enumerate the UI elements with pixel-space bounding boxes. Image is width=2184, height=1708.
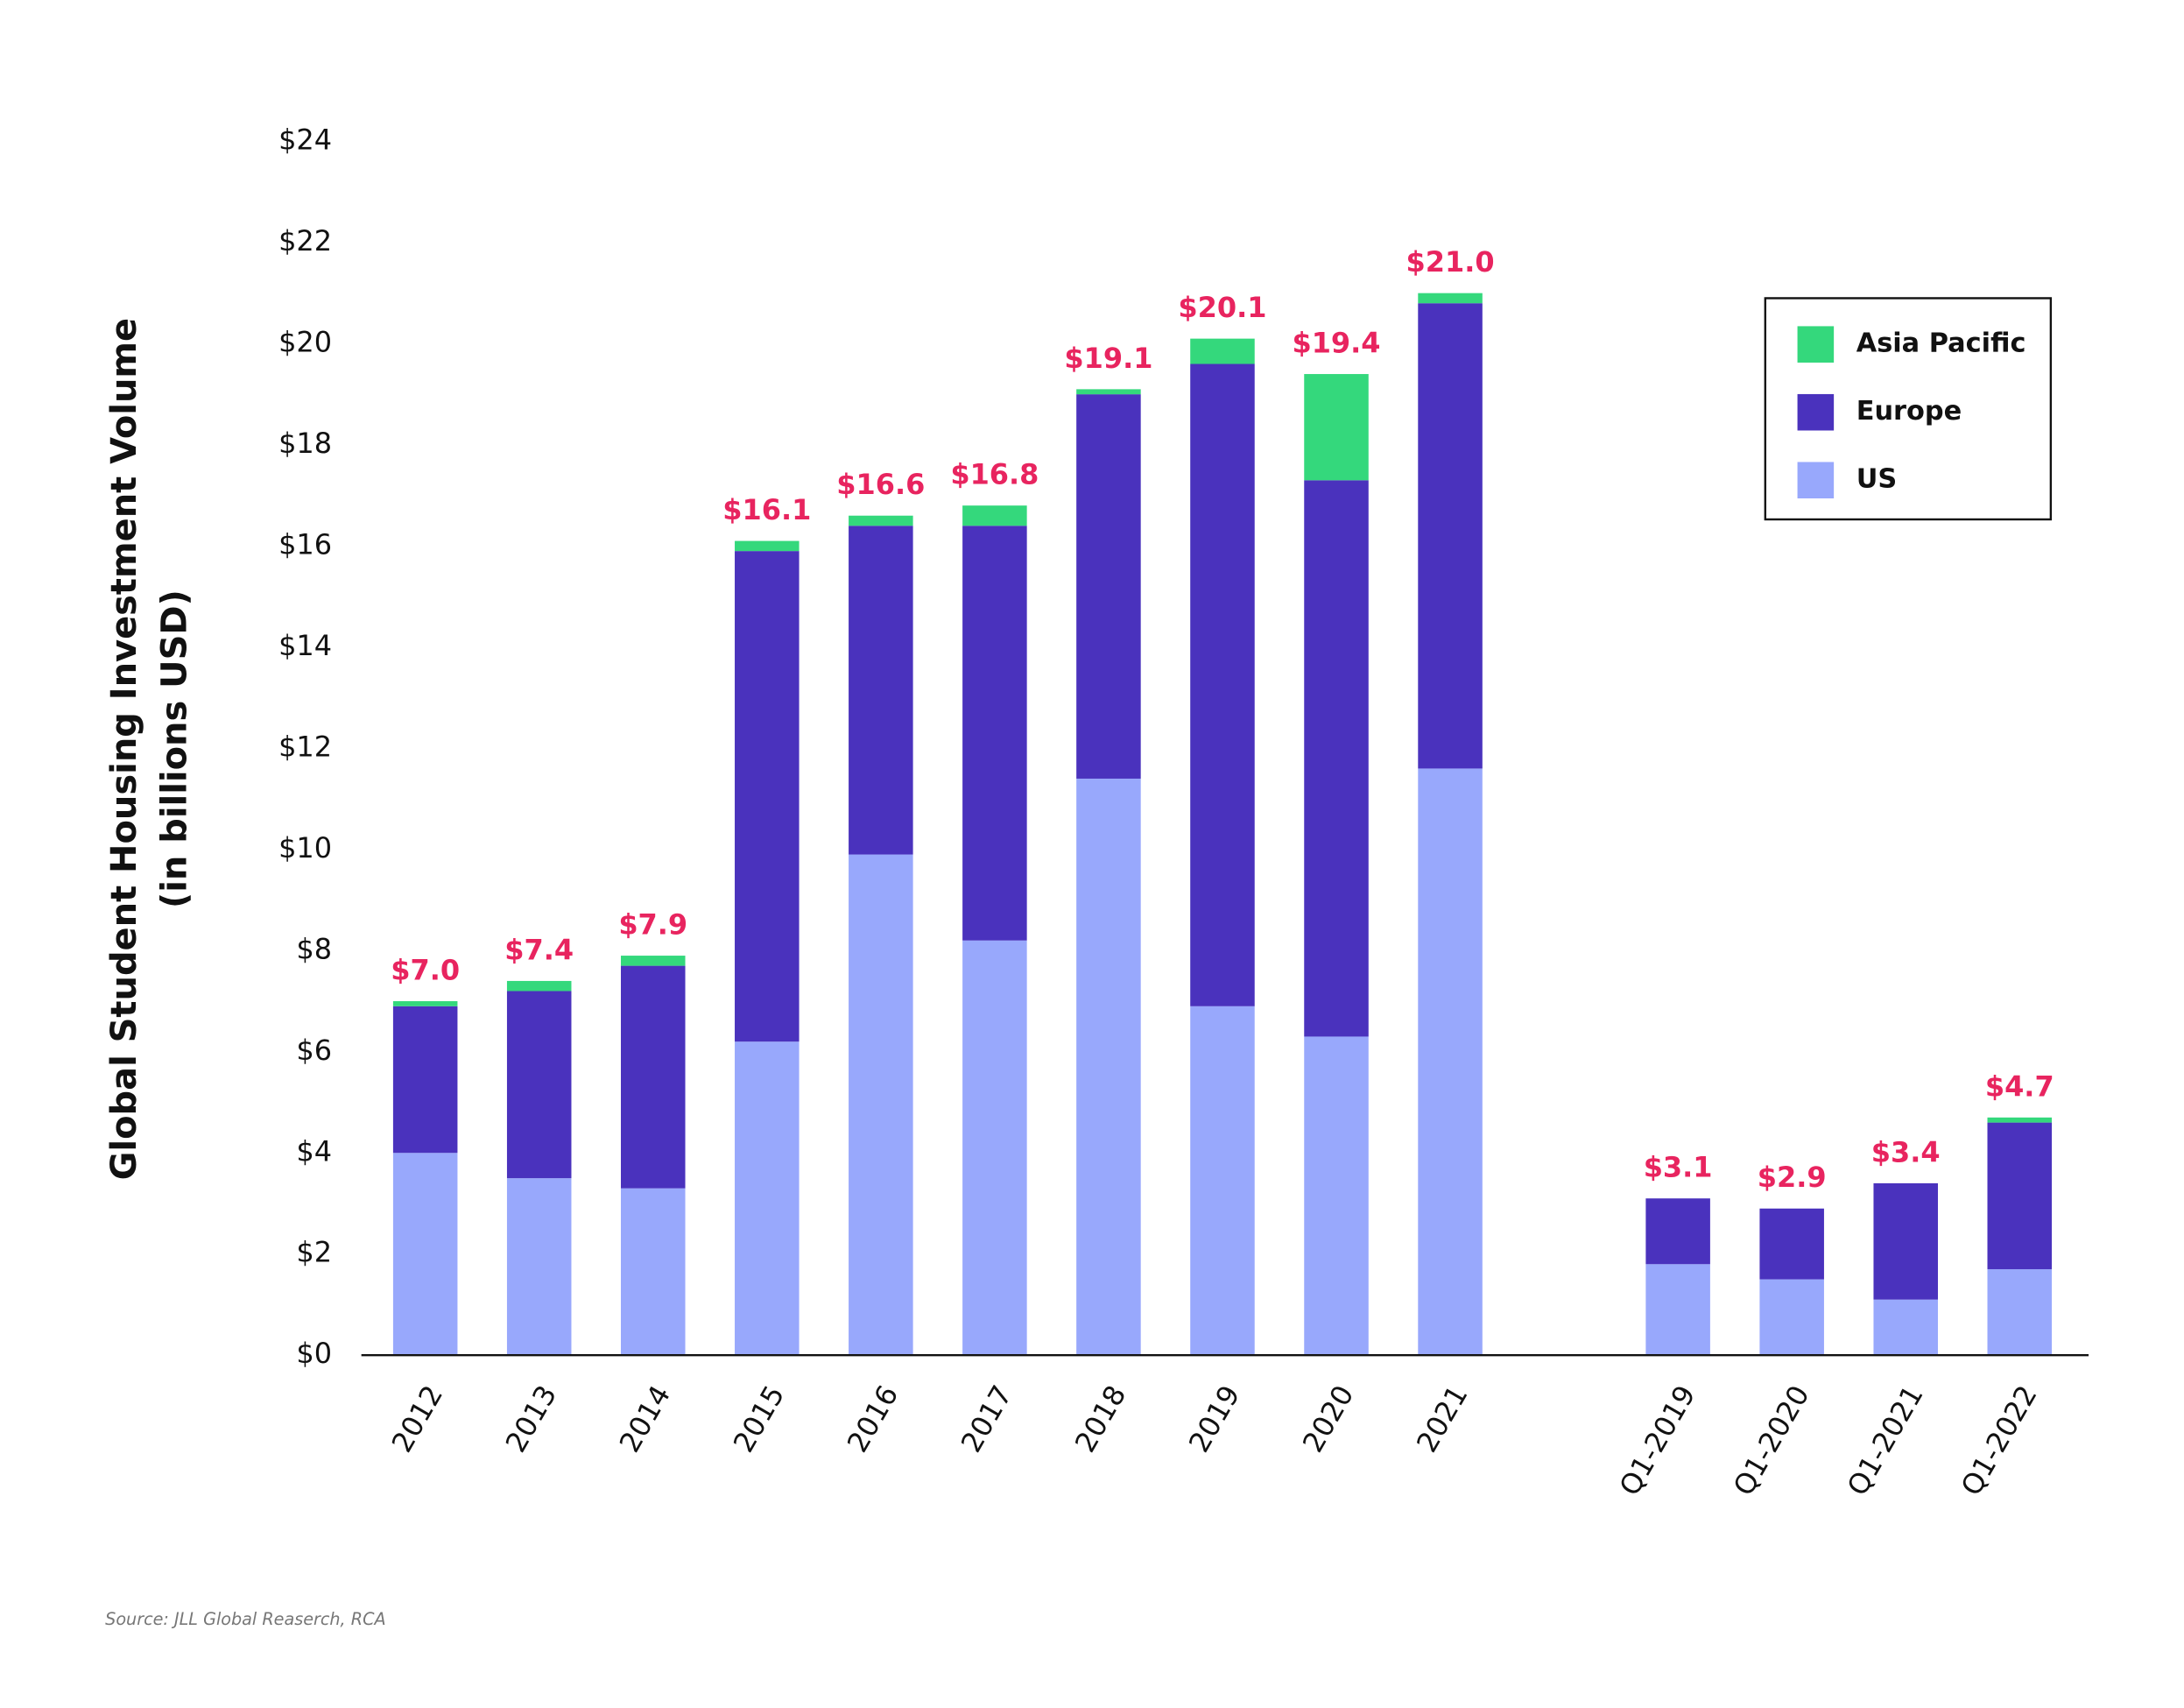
value-label: $20.1	[1178, 291, 1266, 324]
value-label: $19.4	[1292, 326, 1380, 359]
legend-swatch	[1797, 393, 1835, 431]
bar-segment	[392, 1153, 458, 1356]
value-label: $19.1	[1064, 342, 1152, 375]
bar-segment	[849, 854, 913, 1356]
bar-segment	[849, 526, 913, 855]
bar-segment	[735, 551, 800, 1042]
value-label: $7.0	[391, 953, 460, 986]
source-note: Source: JLL Global Reaserch, RCA	[105, 1609, 385, 1629]
y-tick-label: $18	[278, 427, 332, 460]
bar-segment	[1190, 363, 1255, 1006]
bar-segment	[1418, 768, 1483, 1356]
bar-segment	[1987, 1117, 2053, 1123]
bar-segment	[1645, 1198, 1710, 1265]
bar-segment	[506, 1178, 572, 1356]
bar-segment	[735, 1041, 800, 1356]
y-axis-title: Global Student Housing Investment Volume	[104, 318, 144, 1181]
y-tick-label: $24	[278, 123, 332, 156]
bar-segment	[1987, 1122, 2053, 1270]
bar-segment	[849, 515, 913, 526]
bar-segment	[1873, 1182, 1938, 1300]
bar-segment	[1076, 778, 1141, 1356]
y-tick-label: $0	[296, 1337, 332, 1370]
value-label: $3.4	[1871, 1135, 1941, 1168]
bar-segment	[1759, 1208, 1824, 1280]
value-label: $16.6	[836, 468, 925, 501]
bar-segment	[506, 991, 572, 1179]
bar-segment	[620, 956, 686, 966]
bar-segment	[1418, 293, 1483, 304]
y-tick-label: $8	[296, 932, 332, 965]
y-tick-label: $4	[296, 1134, 332, 1168]
bar-segment	[620, 1188, 686, 1356]
y-tick-label: $16	[278, 527, 332, 561]
legend-swatch	[1797, 326, 1835, 363]
bar-segment	[392, 1006, 458, 1154]
value-label: $7.4	[504, 933, 574, 966]
legend-label: Europe	[1856, 396, 1962, 427]
bar-segment	[1190, 1006, 1255, 1356]
value-label: $16.8	[950, 458, 1039, 491]
bar-segment	[962, 940, 1027, 1356]
legend-label: Asia Pacific	[1856, 328, 2026, 359]
bar-segment	[506, 980, 572, 992]
bar-segment	[1645, 1264, 1710, 1356]
bar-segment	[1076, 389, 1141, 395]
bar-segment	[1304, 1036, 1369, 1356]
bar-segment	[1076, 394, 1141, 779]
bar-segment	[962, 505, 1027, 526]
bar-segment	[1873, 1299, 1938, 1356]
legend-label: US	[1856, 464, 1898, 495]
value-label: $16.1	[722, 493, 811, 526]
y-tick-label: $12	[278, 730, 332, 763]
bar-segment	[620, 965, 686, 1189]
bar-segment	[1987, 1269, 2053, 1356]
bar-segment	[1304, 480, 1369, 1037]
bar-segment	[1418, 303, 1483, 769]
y-tick-label: $6	[296, 1034, 332, 1067]
value-label: $3.1	[1644, 1151, 1713, 1184]
bar-segment	[1190, 338, 1255, 364]
y-tick-label: $22	[278, 224, 332, 258]
value-label: $7.9	[618, 907, 687, 941]
y-tick-label: $20	[278, 325, 332, 358]
bar-segment	[1304, 374, 1369, 481]
y-tick-label: $10	[278, 831, 332, 865]
bar-segment	[962, 526, 1027, 941]
legend-swatch	[1797, 462, 1835, 499]
bar-segment	[1759, 1279, 1824, 1356]
bar-segment	[392, 1001, 458, 1006]
value-label: $4.7	[1985, 1069, 2054, 1103]
value-label: $2.9	[1758, 1161, 1827, 1194]
value-label: $21.0	[1406, 245, 1495, 279]
bar-segment	[735, 540, 800, 552]
y-tick-label: $2	[296, 1236, 332, 1269]
y-axis-title: (in billions USD)	[155, 589, 195, 908]
y-tick-label: $14	[278, 629, 332, 662]
